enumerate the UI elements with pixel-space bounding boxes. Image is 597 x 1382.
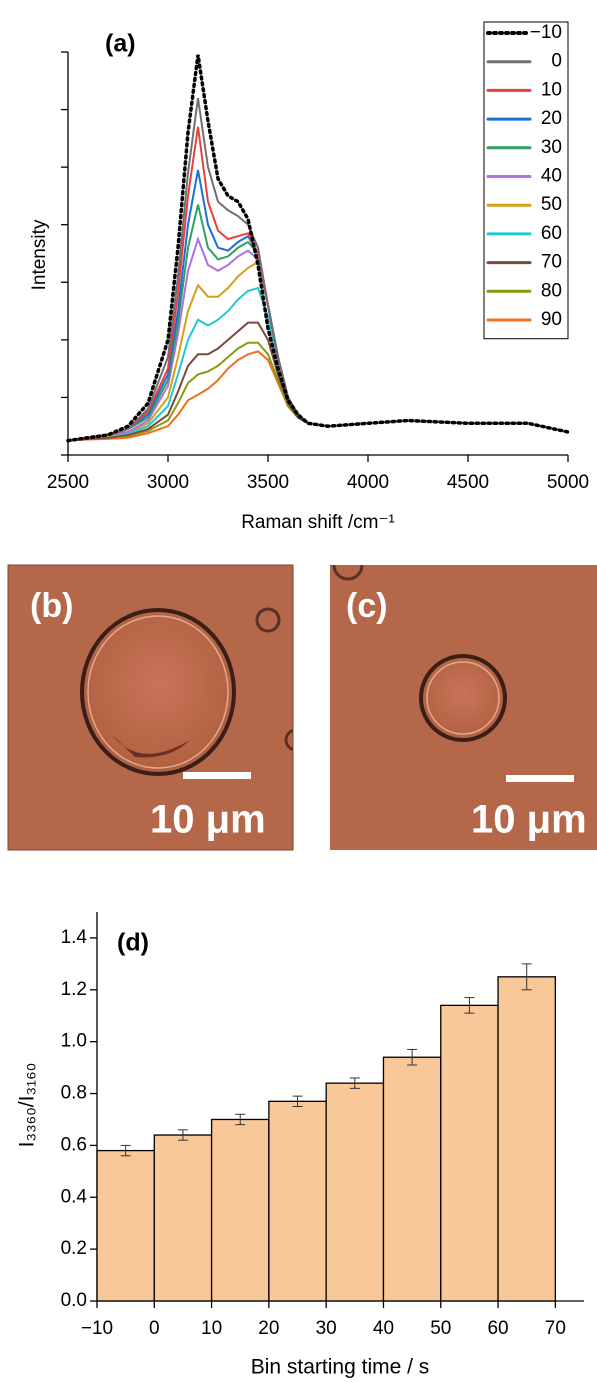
bar [325, 1082, 385, 1302]
x-tick-label: 40 [373, 1318, 394, 1339]
error-bar [120, 1144, 131, 1157]
x-tick-label: 2500 [47, 472, 89, 493]
x-tick-label: 0 [149, 1318, 160, 1339]
bar [96, 1149, 155, 1302]
x-axis-label: Bin starting time / s [251, 1356, 430, 1379]
bar [210, 1118, 270, 1302]
x-tick-label: 30 [316, 1318, 337, 1339]
x-tick-label: 5000 [547, 472, 589, 493]
panel-label: (c) [346, 587, 388, 625]
panel-label: (a) [105, 30, 136, 58]
x-tick-label: 4500 [447, 472, 489, 493]
legend-label: 20 [541, 108, 562, 129]
legend-label: 40 [541, 166, 562, 187]
y-tick-label: 1.0 [61, 1031, 87, 1052]
bar [268, 1100, 327, 1302]
error-bar [292, 1095, 303, 1107]
panel-label: (d) [117, 929, 149, 957]
x-tick-label: 20 [258, 1318, 279, 1339]
y-tick-label: 0.6 [61, 1134, 87, 1155]
error-bar [407, 1048, 418, 1066]
legend-label: 80 [541, 280, 562, 301]
y-tick-label: 0.2 [61, 1238, 87, 1259]
legend-box [483, 21, 569, 340]
y-axis-label: Intensity [29, 219, 50, 290]
bar [497, 976, 557, 1302]
legend-label: 0 [551, 51, 562, 72]
x-tick-label: 10 [201, 1318, 222, 1339]
x-tick-label: 4000 [347, 472, 389, 493]
error-bar [235, 1113, 246, 1126]
y-axis-label: I₃₃₆₀/I₃₁₆₀ [16, 1063, 39, 1148]
error-bar [521, 963, 532, 991]
x-tick-label: 50 [430, 1318, 451, 1339]
image-b [8, 565, 293, 850]
x-tick-label: 60 [487, 1318, 508, 1339]
x-axis-label: Raman shift /cm⁻¹ [241, 512, 395, 533]
x-tick-label: 3500 [247, 472, 289, 493]
x-tick-label: 70 [545, 1318, 566, 1339]
legend-label: 70 [541, 252, 562, 273]
x-tick-label: 3000 [147, 472, 189, 493]
scale-bar-label: 10 μm [150, 798, 266, 842]
legend-label: 90 [541, 309, 562, 330]
legend-label: −10 [530, 22, 562, 43]
y-tick-label: 0.4 [61, 1186, 88, 1207]
series-line [66, 54, 570, 443]
legend-label: 60 [541, 223, 562, 244]
bar [382, 1056, 442, 1302]
error-bar [177, 1129, 188, 1141]
y-tick-label: 0.0 [61, 1290, 87, 1311]
image-c: 10 μm [330, 565, 597, 850]
legend-label: 50 [541, 194, 562, 215]
y-tick-label: 1.2 [61, 979, 87, 1000]
legend-label: 30 [541, 137, 562, 158]
error-bar [464, 997, 475, 1014]
scale-bar-label: 10 μm [471, 798, 587, 842]
error-bar [349, 1077, 360, 1089]
y-tick-label: 0.8 [61, 1083, 87, 1104]
y-tick-label: 1.4 [61, 927, 88, 948]
panel-label: (b) [30, 587, 73, 625]
legend-label: 10 [541, 79, 562, 100]
bar [440, 1004, 499, 1302]
bar [153, 1134, 213, 1302]
x-tick-label: −10 [81, 1318, 113, 1339]
